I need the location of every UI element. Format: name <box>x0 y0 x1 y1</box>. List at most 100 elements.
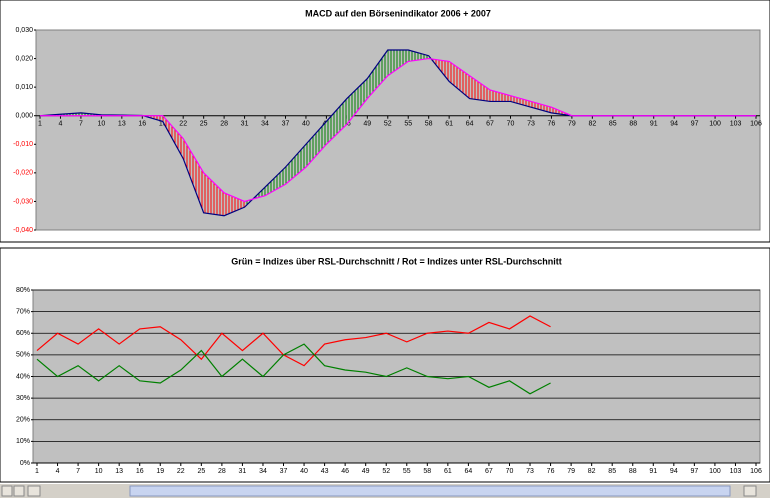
y-tick-label: 0,030 <box>15 27 33 34</box>
x-tick-label: 16 <box>136 468 144 475</box>
x-tick-label: 76 <box>548 121 556 128</box>
x-tick-label: 58 <box>425 121 433 128</box>
x-tick-label: 106 <box>750 121 762 128</box>
x-tick-label: 49 <box>363 121 371 128</box>
x-tick-label: 67 <box>485 468 493 475</box>
x-tick-label: 79 <box>567 468 575 475</box>
y-tick-label: -0,010 <box>13 141 33 148</box>
y-tick-label: 0,010 <box>15 84 33 91</box>
y-tick-label: 10% <box>16 438 30 445</box>
x-tick-label: 10 <box>95 468 103 475</box>
x-tick-label: 79 <box>568 121 576 128</box>
x-tick-label: 94 <box>670 121 678 128</box>
histogram-fill <box>305 121 327 168</box>
sheet-nav[interactable] <box>1 485 13 497</box>
x-tick-label: 61 <box>444 468 452 475</box>
x-tick-label: 28 <box>220 121 228 128</box>
histogram-fill <box>183 138 204 213</box>
x-tick-label: 7 <box>79 121 83 128</box>
scroll-right[interactable] <box>743 485 757 497</box>
charts: MACD auf den Börsenindikator 2006 + 2007… <box>13 8 762 474</box>
x-tick-label: 55 <box>403 468 411 475</box>
x-tick-label: 19 <box>156 468 164 475</box>
x-tick-label: 25 <box>200 121 208 128</box>
x-tick-label: 100 <box>709 121 721 128</box>
x-tick-label: 106 <box>750 468 762 475</box>
histogram-fill <box>203 172 225 216</box>
x-tick-label: 37 <box>282 121 290 128</box>
y-tick-label: 60% <box>16 330 30 337</box>
x-tick-label: 43 <box>321 468 329 475</box>
x-tick-label: 100 <box>709 468 721 475</box>
y-tick-label: 0,000 <box>15 113 33 120</box>
x-tick-label: 88 <box>629 468 637 475</box>
x-tick-label: 94 <box>670 468 678 475</box>
x-tick-label: 52 <box>384 121 392 128</box>
x-tick-label: 19 <box>159 121 167 128</box>
histogram-fill <box>162 115 184 159</box>
y-tick-label: 0,020 <box>15 55 33 62</box>
x-tick-label: 91 <box>649 468 657 475</box>
series-line <box>40 57 756 203</box>
x-tick-label: 70 <box>506 468 514 475</box>
series-line <box>36 343 551 395</box>
histogram-fill <box>530 101 552 113</box>
x-tick-label: 76 <box>547 468 555 475</box>
x-tick-label: 64 <box>465 468 473 475</box>
x-tick-label: 52 <box>382 468 390 475</box>
histogram-fill <box>408 50 429 62</box>
x-tick-label: 37 <box>280 468 288 475</box>
histogram-fill <box>326 98 347 145</box>
y-tick-label: 70% <box>16 308 30 315</box>
x-tick-label: 40 <box>302 121 310 128</box>
x-tick-label: 1 <box>35 468 39 475</box>
sheet-nav[interactable] <box>13 485 25 497</box>
x-tick-label: 22 <box>179 121 187 128</box>
x-tick-label: 40 <box>300 468 308 475</box>
x-tick-label: 25 <box>197 468 205 475</box>
x-tick-label: 16 <box>138 121 146 128</box>
histogram-fill <box>449 61 470 99</box>
x-tick-label: 73 <box>526 468 534 475</box>
x-tick-label: 4 <box>56 468 60 475</box>
histogram-fill <box>346 78 368 125</box>
x-tick-label: 97 <box>690 468 698 475</box>
x-tick-label: 34 <box>259 468 267 475</box>
histogram-fill <box>367 50 388 99</box>
y-tick-label: 30% <box>16 395 30 402</box>
x-tick-label: 1 <box>38 121 42 128</box>
x-tick-label: 67 <box>486 121 494 128</box>
x-tick-label: 34 <box>261 121 269 128</box>
x-tick-label: 85 <box>609 121 617 128</box>
histogram-fill <box>265 167 286 196</box>
x-tick-label: 103 <box>730 468 742 475</box>
y-tick-label: -0,030 <box>13 198 33 205</box>
x-tick-label: 64 <box>466 121 474 128</box>
chart-title: MACD auf den Börsenindikator 2006 + 2007 <box>305 8 491 18</box>
x-tick-label: 73 <box>527 121 535 128</box>
histogram-fill <box>469 75 491 102</box>
x-tick-label: 82 <box>588 468 596 475</box>
x-tick-label: 13 <box>115 468 123 475</box>
x-tick-label: 4 <box>59 121 63 128</box>
x-tick-label: 10 <box>97 121 105 128</box>
y-tick-label: -0,020 <box>13 170 33 177</box>
x-tick-label: 82 <box>588 121 596 128</box>
x-tick-label: 58 <box>423 468 431 475</box>
x-tick-label: 97 <box>691 121 699 128</box>
x-tick-label: 13 <box>118 121 126 128</box>
x-tick-label: 88 <box>629 121 637 128</box>
histogram-fill <box>387 50 409 76</box>
histogram-fill <box>490 90 511 102</box>
x-tick-label: 85 <box>608 468 616 475</box>
scroll-left[interactable] <box>27 485 41 497</box>
histogram-fill <box>285 144 306 185</box>
x-tick-label: 61 <box>445 121 453 128</box>
x-tick-label: 31 <box>241 121 249 128</box>
series-line <box>36 315 551 367</box>
scroll-thumb[interactable] <box>129 485 731 497</box>
x-tick-label: 70 <box>507 121 515 128</box>
x-tick-label: 49 <box>362 468 370 475</box>
y-tick-label: 80% <box>16 287 30 294</box>
